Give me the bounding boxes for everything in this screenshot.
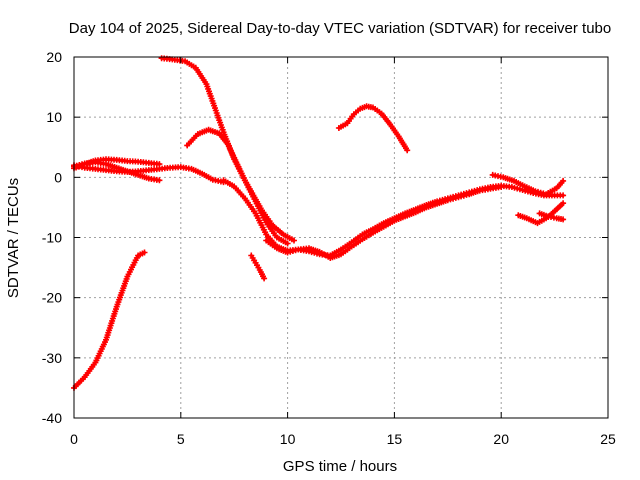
- data-series-track-12: [515, 200, 567, 227]
- data-series-track-9: [248, 252, 268, 282]
- data-point: [498, 184, 505, 190]
- data-series-track-3: [71, 159, 163, 184]
- x-tick-label: 15: [387, 431, 403, 447]
- y-tick-label: -10: [42, 230, 62, 246]
- series-band: [337, 104, 409, 152]
- grid-layer: [74, 57, 608, 418]
- data-point: [560, 216, 567, 223]
- y-axis-label: SDTVAR / TECUs: [5, 178, 22, 298]
- x-axis-label: GPS time / hours: [283, 458, 397, 475]
- y-tick-label: 10: [46, 109, 62, 125]
- data-point: [560, 200, 567, 207]
- data-layer: [71, 55, 567, 391]
- data-point: [560, 177, 567, 184]
- data-series-track-6: [184, 126, 297, 244]
- data-point: [404, 147, 411, 154]
- data-series-track-8: [263, 184, 505, 261]
- data-point: [560, 192, 567, 199]
- series-band: [160, 56, 290, 246]
- x-tick-label: 0: [70, 431, 78, 447]
- data-point: [261, 275, 268, 282]
- data-point: [291, 237, 297, 244]
- y-tick-label: -30: [42, 350, 62, 366]
- x-tick-label: 20: [493, 431, 509, 447]
- data-series-track-4: [71, 249, 148, 391]
- y-tick-label: -40: [42, 410, 62, 426]
- data-series-track-10: [335, 103, 411, 154]
- series-band: [185, 128, 296, 243]
- data-point: [141, 249, 148, 256]
- y-tick-label: 0: [54, 169, 62, 185]
- y-tick-label: -20: [42, 290, 62, 306]
- x-tick-label: 25: [600, 431, 616, 447]
- data-point: [284, 240, 291, 247]
- data-series-track-13: [536, 210, 567, 223]
- chart-title: Day 104 of 2025, Sidereal Day-to-day VTE…: [69, 20, 611, 37]
- data-series-track-11: [489, 171, 567, 198]
- x-tick-label: 10: [280, 431, 296, 447]
- data-series-track-5: [158, 55, 291, 247]
- data-point: [156, 177, 163, 184]
- y-tick-label: 20: [46, 49, 62, 65]
- x-tick-label: 5: [177, 431, 185, 447]
- tick-layer: 0 5 10 15 20 25 -40 -30 -20 -10 0 10 20: [42, 49, 616, 447]
